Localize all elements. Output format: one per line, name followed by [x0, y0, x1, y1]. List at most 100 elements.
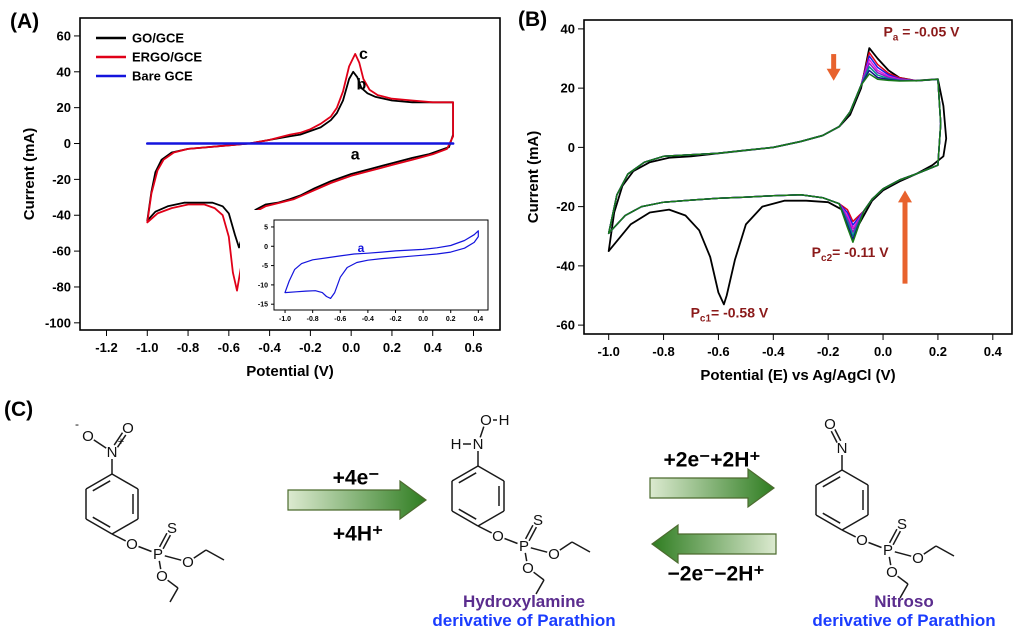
bond	[530, 547, 548, 553]
atom-O: O	[82, 428, 94, 445]
y-axis-title: Current (mA)	[525, 131, 542, 224]
x-tick-label: -0.6	[334, 316, 346, 323]
x-tick-label: -0.4	[362, 316, 374, 323]
bond	[897, 575, 909, 585]
atom-O: O	[492, 528, 504, 545]
bond	[164, 555, 182, 561]
atom-O: O	[856, 532, 868, 549]
x-axis-title: Potential (E) vs Ag/AgCl (V)	[700, 367, 895, 384]
bond	[477, 525, 493, 534]
bond	[111, 533, 127, 542]
bond	[834, 429, 842, 442]
peak-annotation: Pa = -0.05 V	[883, 23, 960, 43]
plot-frame	[583, 19, 1013, 335]
curve-label-a: a	[358, 241, 365, 255]
y-tick-label: -60	[52, 244, 71, 259]
bond	[158, 532, 168, 548]
atom-O: O	[156, 568, 168, 585]
bond	[458, 508, 477, 520]
bond	[923, 545, 937, 555]
y-tick-label: -40	[52, 208, 71, 223]
bond	[533, 571, 545, 581]
bond	[169, 587, 179, 603]
trend-arrow-head	[898, 190, 912, 203]
bond	[841, 469, 869, 486]
bond	[528, 526, 538, 542]
bond	[571, 541, 591, 553]
bond	[935, 545, 955, 557]
atom-N: N	[837, 440, 848, 457]
curve-label-c: c	[359, 46, 368, 63]
y-axis-title: Current (mA)	[21, 128, 38, 221]
y-tick-label: 20	[561, 81, 575, 96]
y-tick-label: 0	[568, 140, 575, 155]
y-tick-label: -10	[258, 282, 268, 289]
bond	[162, 534, 172, 550]
series-ERGO-GCE	[146, 53, 454, 292]
bond	[815, 514, 843, 531]
bond	[822, 476, 841, 488]
x-tick-label: -0.8	[177, 340, 199, 355]
x-tick-label: -1.0	[136, 340, 158, 355]
y-tick-label: 40	[57, 64, 71, 79]
x-tick-label: -0.2	[389, 316, 401, 323]
step2-forward-label: +2e⁻+2H⁺	[663, 448, 761, 472]
hydroxylamine-caption-line2: derivative of Parathion	[432, 611, 616, 628]
y-tick-label: 20	[57, 100, 71, 115]
bond	[111, 518, 139, 535]
nitroso-caption-line2: derivative of Parathion	[812, 611, 996, 628]
atom-O: O	[912, 550, 924, 567]
bond	[458, 472, 477, 484]
bond	[888, 556, 892, 566]
x-tick-label: 0.0	[342, 340, 360, 355]
x-tick-label: -1.0	[597, 344, 619, 359]
reaction-arrow	[287, 479, 428, 521]
bond	[451, 510, 479, 527]
y-tick-label: 5	[264, 224, 268, 231]
atom-N: N	[107, 444, 118, 461]
peak-annotation: Pc2= -0.11 V	[812, 244, 890, 264]
bond	[116, 434, 127, 448]
nitroso-caption-line1: Nitroso	[874, 592, 934, 611]
bond	[477, 465, 505, 482]
bond	[92, 480, 111, 492]
atom-O: O	[886, 564, 898, 581]
x-tick-label: -1.2	[95, 340, 117, 355]
step2-reverse-label: −2e⁻−2H⁺	[667, 562, 765, 586]
curve-label-a: a	[351, 147, 360, 164]
reaction-arrow	[650, 523, 777, 565]
x-tick-label: -0.6	[707, 344, 729, 359]
atom-O: O	[122, 420, 134, 437]
y-tick-label: -15	[258, 302, 268, 309]
bond	[899, 583, 909, 599]
x-tick-label: -0.8	[652, 344, 674, 359]
atom-S: S	[167, 520, 177, 537]
y-tick-label: 60	[57, 28, 71, 43]
y-tick-label: -40	[556, 258, 575, 273]
bond	[111, 473, 139, 490]
atom-P: P	[153, 546, 163, 563]
panel-b-cv-chart: -1.0 -0.8 -0.6 -0.4 -0.2 0.0 0.2 0.4 40 20 0 -20 -40…	[525, 19, 1013, 384]
bond	[138, 545, 152, 553]
bond	[167, 579, 179, 589]
bond	[451, 465, 479, 482]
bond	[868, 541, 882, 549]
bond	[85, 518, 113, 535]
atom-H: H	[451, 436, 462, 453]
bond	[888, 528, 898, 544]
y-tick-label: -80	[52, 279, 71, 294]
bond	[892, 530, 902, 546]
bond	[504, 537, 518, 545]
panel-c-label: (C)	[4, 398, 34, 421]
charge-minus: -	[75, 417, 79, 431]
bond	[894, 551, 912, 557]
atom-O: O	[522, 560, 534, 577]
x-tick-label: 0.2	[383, 340, 401, 355]
legend-label: Bare GCE	[132, 69, 193, 84]
plot-frame	[273, 219, 489, 311]
bond	[815, 469, 843, 486]
panel-b-label: (B)	[518, 8, 548, 31]
